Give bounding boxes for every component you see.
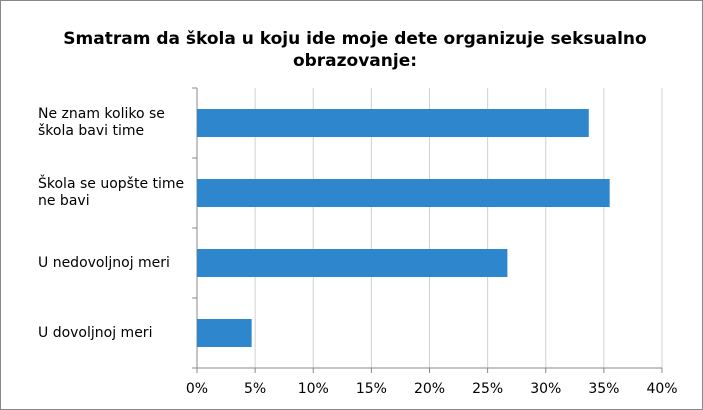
x-tick-label: 40% [646, 381, 678, 397]
x-tick-label: 20% [413, 381, 446, 397]
y-tick-label: Škola se uopšte time ne bavi [38, 176, 185, 209]
x-tick-label: 10% [297, 381, 329, 397]
y-tick-label: U nedovoljnoj meri [38, 254, 170, 271]
x-tick-label: 0% [185, 381, 209, 397]
y-tick-label: U dovoljnoj meri [38, 324, 153, 341]
x-tick-label: 15% [355, 381, 387, 397]
x-tick-label: 25% [472, 381, 504, 397]
x-tick-label: 35% [588, 381, 620, 397]
bar [197, 109, 589, 137]
chart-title: Smatram da škola u koju ide moje dete or… [63, 29, 647, 71]
bar [197, 249, 508, 277]
y-tick-label: Ne znam koliko se škola bavi time [38, 106, 165, 139]
x-tick-label: 30% [530, 381, 562, 397]
bar [197, 179, 610, 207]
x-tick-label: 5% [244, 381, 267, 397]
bar [197, 319, 252, 347]
